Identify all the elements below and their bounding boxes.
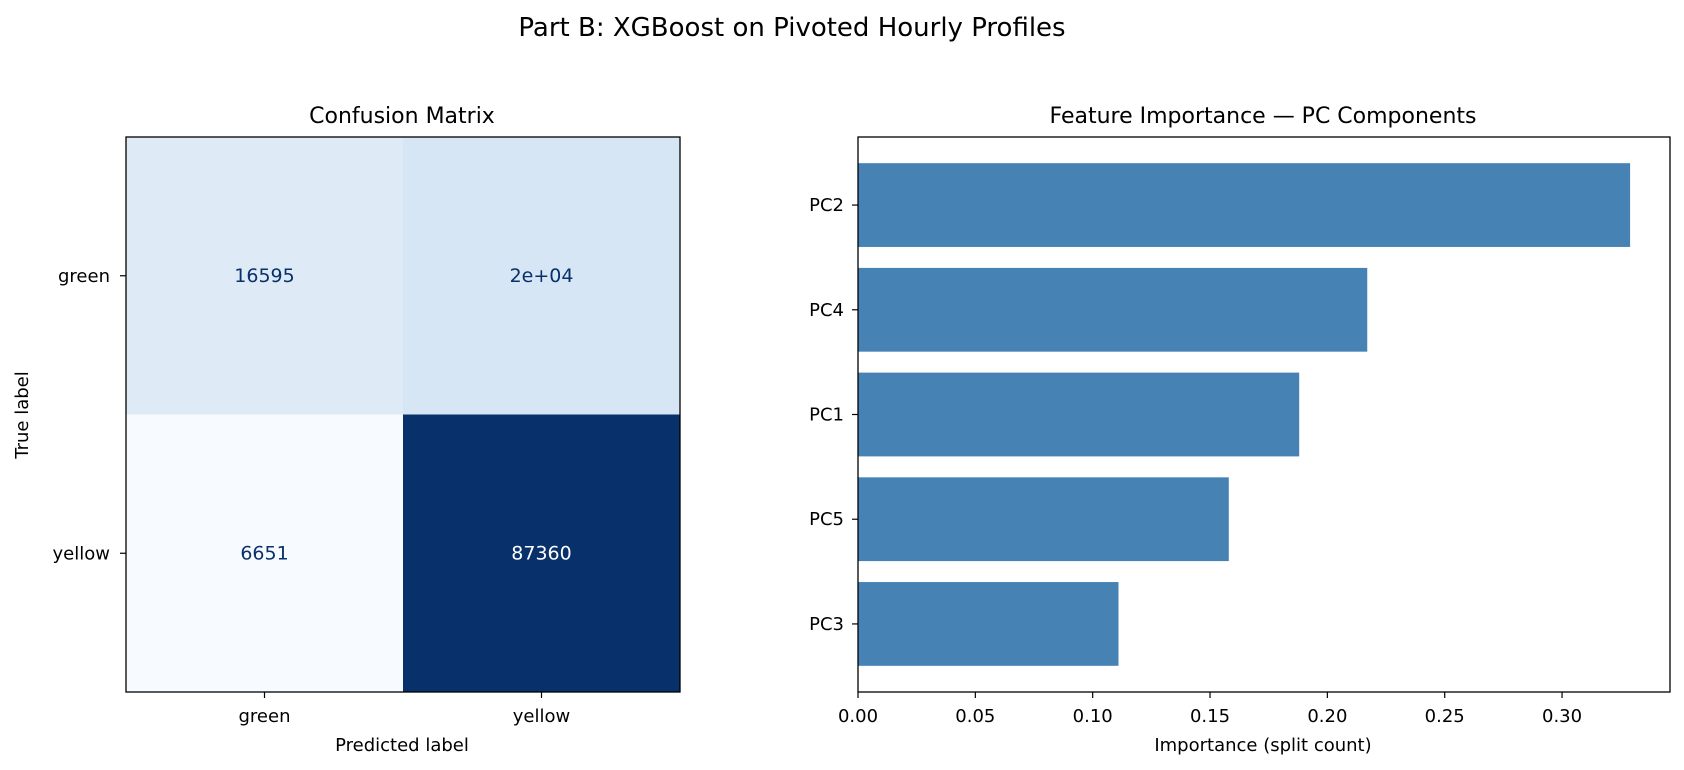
fi-xtick-label: 0.00 [838, 706, 878, 727]
cm-cell-label: 16595 [234, 265, 294, 287]
cm-ytick-label: green [58, 266, 110, 287]
cm-cell [403, 414, 681, 693]
fi-ytick-label: PC4 [809, 300, 844, 321]
cm-cell [126, 414, 404, 693]
fi-bar [858, 372, 1300, 457]
fi-xtick-label: 0.15 [1190, 706, 1230, 727]
cm-ylabel: True label [12, 371, 33, 460]
fi-xtick-label: 0.10 [1073, 706, 1113, 727]
fi-xlabel: Importance (split count) [1154, 735, 1371, 756]
confusion-matrix-panel: Confusion Matrix 16595 2e+04 6651 87360 gre… [12, 104, 681, 756]
fi-frame [857, 136, 1671, 693]
fi-ytick-label: PC3 [809, 614, 844, 635]
fi-ytick-label: PC1 [809, 405, 844, 426]
fi-bar [858, 163, 1631, 247]
cm-cell [126, 137, 404, 415]
cm-frame [125, 136, 681, 693]
cm-xtick-label: green [239, 706, 291, 727]
cm-cell-label: 87360 [511, 542, 571, 564]
figure-title: Part B: XGBoost on Pivoted Hourly Profil… [518, 13, 1065, 43]
cm-xtick-label: yellow [513, 706, 570, 727]
fi-ytick-label: PC2 [809, 195, 844, 216]
fi-xtick-label: 0.30 [1542, 706, 1582, 727]
fi-ytick-label: PC5 [809, 509, 844, 530]
fi-xtick-label: 0.25 [1425, 706, 1465, 727]
fi-bar [858, 582, 1119, 666]
feature-importance-panel: Feature Importance — PC Components PC2 PC… [809, 104, 1671, 756]
cm-title: Confusion Matrix [309, 104, 495, 129]
cm-cell [403, 137, 681, 415]
cm-ytick-label: yellow [53, 543, 110, 564]
fi-title: Feature Importance — PC Components [1050, 104, 1477, 129]
cm-cell-label: 6651 [240, 542, 288, 564]
cm-cell-label: 2e+04 [510, 265, 574, 287]
fi-xtick-label: 0.20 [1307, 706, 1347, 727]
fi-bar [858, 267, 1368, 352]
cm-xlabel: Predicted label [335, 735, 469, 756]
fi-bar [858, 477, 1229, 562]
fi-xtick-label: 0.05 [955, 706, 995, 727]
